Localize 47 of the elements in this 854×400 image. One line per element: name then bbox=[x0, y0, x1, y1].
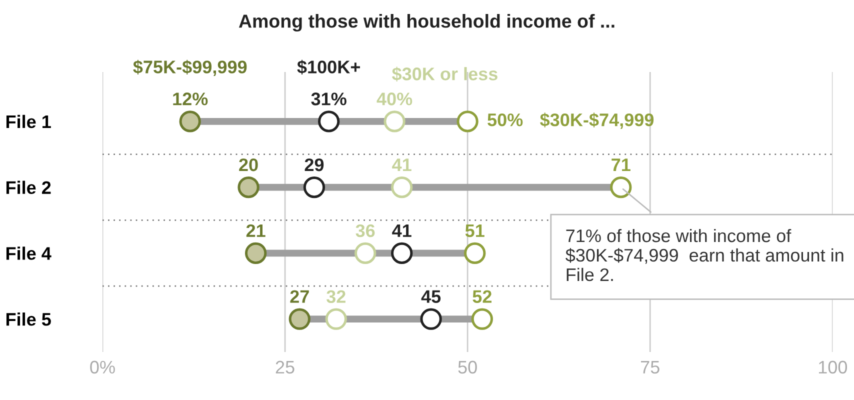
data-label: 20 bbox=[239, 158, 258, 172]
y-tick-label: File 4 bbox=[6, 246, 52, 260]
series-label: $30K or less bbox=[392, 66, 498, 82]
point bbox=[384, 110, 406, 132]
data-label: 21 bbox=[246, 224, 266, 237]
data-label: 45 bbox=[421, 290, 441, 303]
data-label: 71 bbox=[612, 158, 630, 172]
point bbox=[238, 176, 260, 198]
text: $75K-$99,999 bbox=[133, 60, 247, 76]
annotation: 71% of those with income of $30K-$74,999 earn that amount in File 2. bbox=[566, 228, 844, 282]
point bbox=[244, 242, 267, 264]
data-label: 32 bbox=[326, 290, 346, 304]
point bbox=[303, 176, 326, 198]
point bbox=[464, 242, 486, 264]
point bbox=[391, 176, 413, 198]
data-label: 12% bbox=[173, 92, 208, 106]
text: $30K-$74,999 bbox=[540, 112, 654, 129]
data-label: 41 bbox=[392, 224, 412, 237]
point bbox=[354, 242, 376, 264]
data-label: 51 bbox=[465, 224, 484, 238]
y-tick-label: File 2 bbox=[6, 180, 51, 194]
point bbox=[318, 110, 340, 132]
chart-title: Among those with household income of ... bbox=[238, 14, 614, 32]
data-label: 36 bbox=[356, 224, 375, 238]
data-label: 50% bbox=[488, 113, 523, 126]
data-label: 52 bbox=[472, 290, 492, 303]
point bbox=[391, 242, 413, 264]
text: $100K+ bbox=[297, 60, 360, 75]
point bbox=[420, 308, 442, 330]
point bbox=[456, 110, 478, 132]
point bbox=[325, 308, 347, 330]
data-label: 27 bbox=[290, 290, 309, 303]
x-tick-label: 25 bbox=[276, 360, 294, 374]
y-tick-label: File 1 bbox=[6, 114, 51, 128]
point bbox=[179, 110, 201, 132]
point bbox=[288, 308, 310, 330]
x-tick-label: 100 bbox=[818, 360, 848, 374]
point bbox=[471, 308, 493, 330]
point bbox=[610, 176, 632, 198]
x-tick-label: 50 bbox=[458, 360, 477, 374]
data-label: 31% bbox=[311, 92, 346, 106]
data-label: 41 bbox=[392, 158, 412, 172]
data-label: 29 bbox=[304, 158, 324, 172]
data-label: 40% bbox=[376, 92, 412, 106]
y-tick-label: File 5 bbox=[6, 312, 51, 326]
x-tick-label: 0% bbox=[90, 360, 115, 374]
x-tick-label: 75 bbox=[640, 360, 660, 374]
